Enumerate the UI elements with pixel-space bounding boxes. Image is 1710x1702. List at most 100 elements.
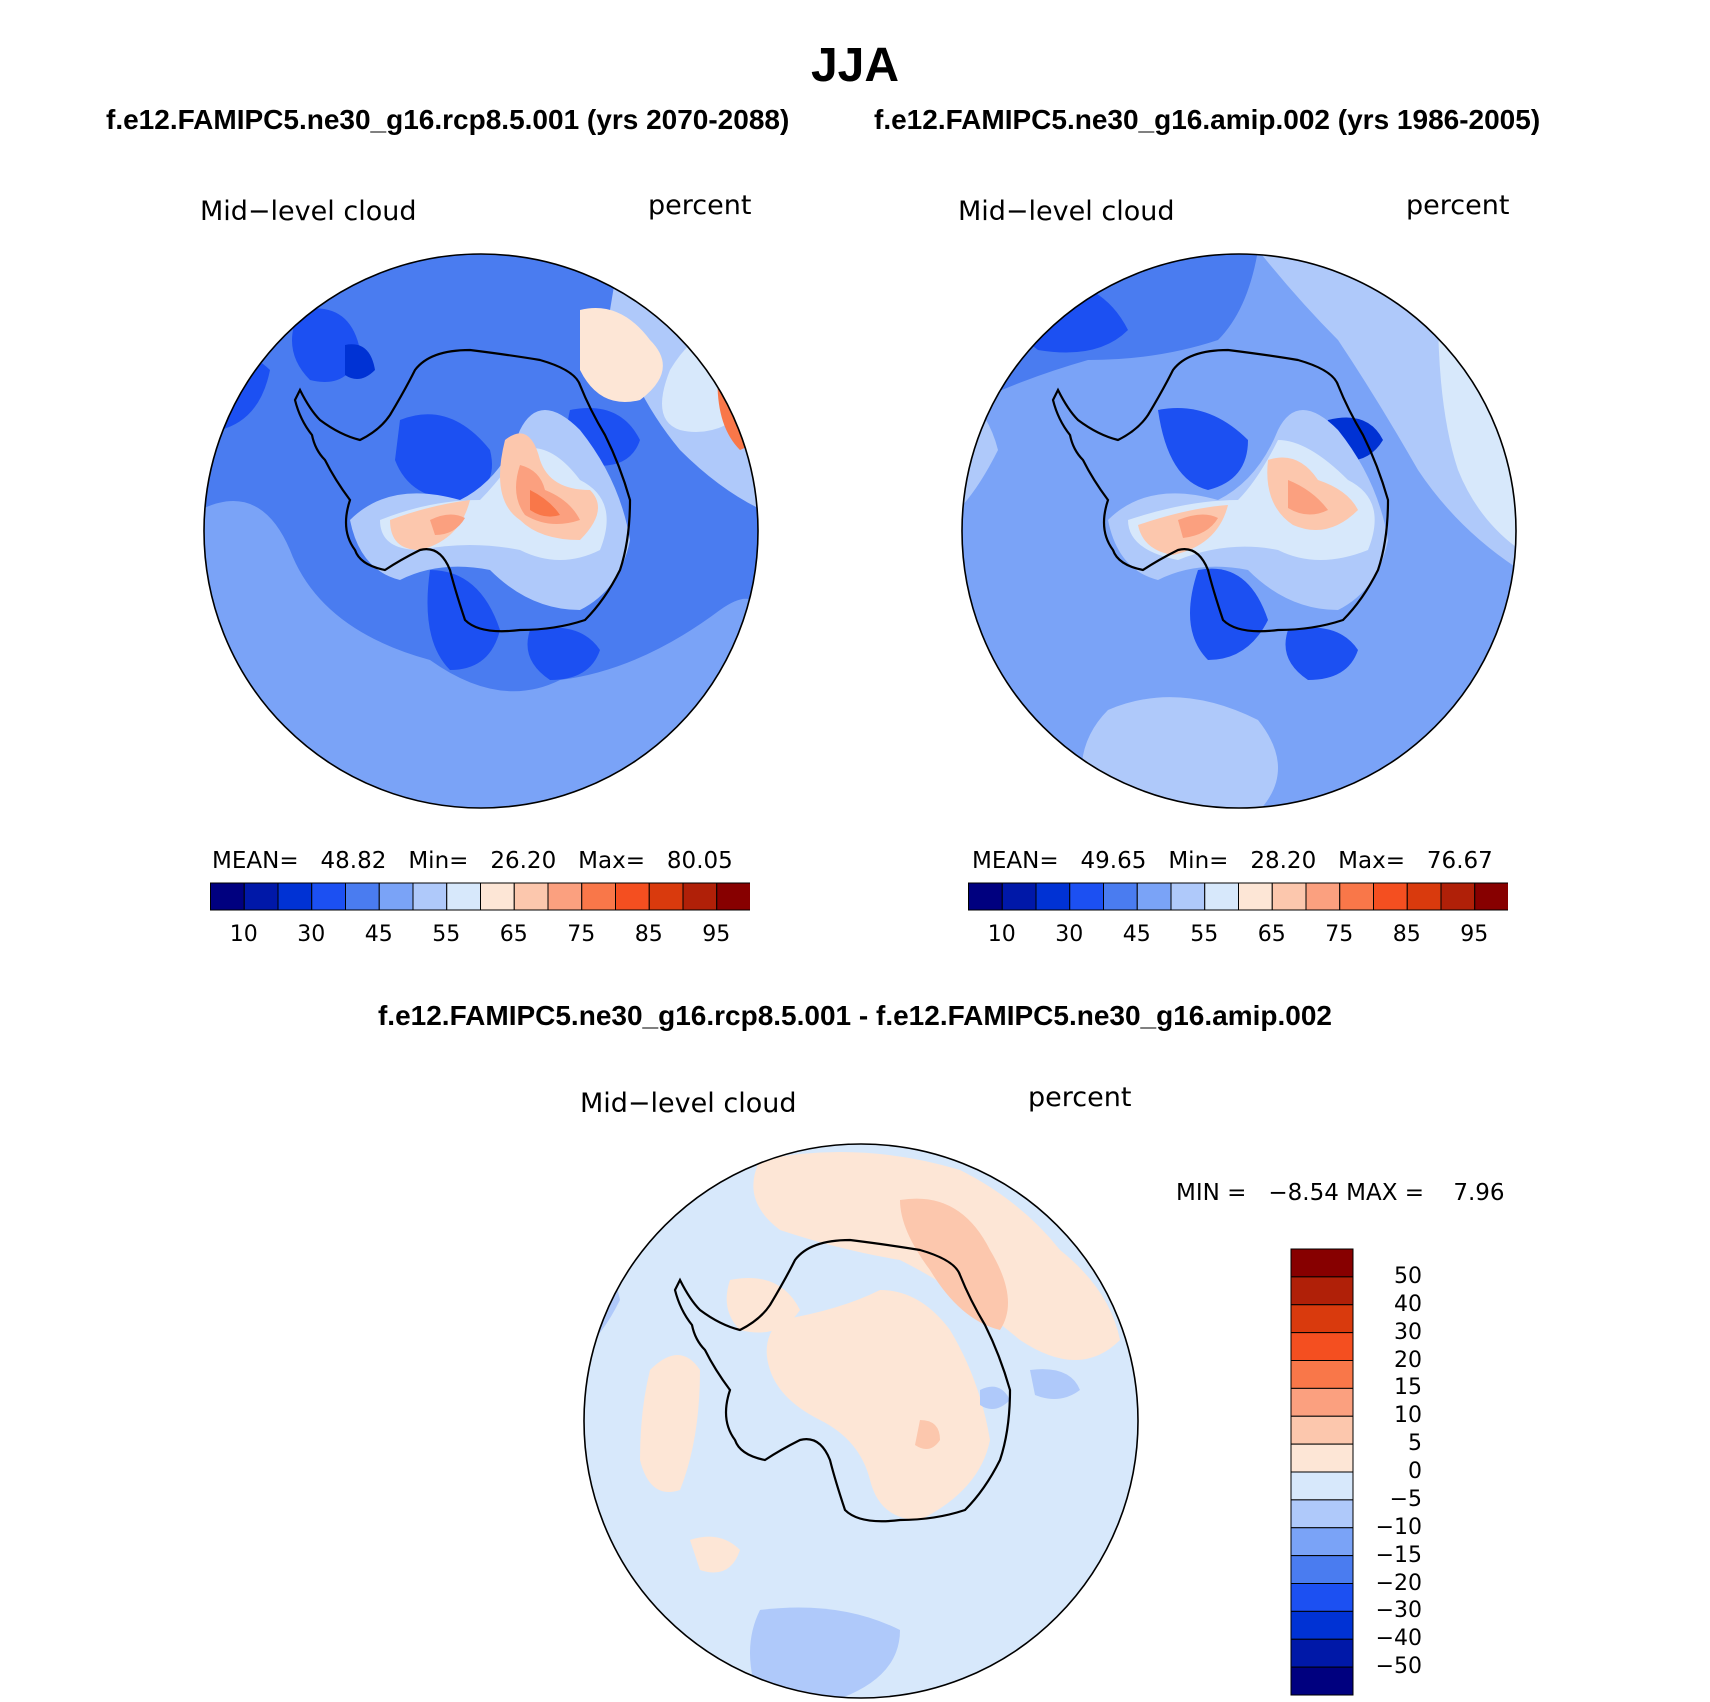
colorbar-tick-label: 50: [1394, 1263, 1422, 1289]
colorbar-swatch: [345, 882, 380, 911]
panel1-mean-value: 48.82: [320, 848, 387, 874]
panel1-min-value: 26.20: [490, 848, 557, 874]
colorbar-swatch: [378, 882, 414, 911]
colorbar-tick-label: −10: [1375, 1514, 1422, 1540]
panel1-variable-label: Mid−level cloud: [200, 196, 417, 227]
figure-title: JJA: [810, 39, 900, 92]
panel2-max-value: 76.67: [1426, 848, 1493, 874]
panel2-max-label: Max=: [1338, 848, 1405, 874]
colorbar-tick-label: 65: [499, 922, 528, 947]
colorbar-swatch: [547, 882, 583, 911]
colorbar-swatch: [1339, 882, 1374, 911]
colorbar-tick-label: −5: [1389, 1486, 1422, 1512]
colorbar-swatch: [682, 882, 718, 911]
colorbar-tick-label: 45: [364, 922, 393, 947]
panel2-mean-label: MEAN=: [972, 848, 1059, 874]
panel3-variable-label: Mid−level cloud: [580, 1088, 797, 1119]
colorbar-swatch: [1290, 1276, 1354, 1306]
colorbar-swatch: [1290, 1666, 1354, 1696]
panel2-colorbar: [968, 882, 1508, 911]
panel2-variable-label: Mid−level cloud: [958, 196, 1175, 227]
difference-title: f.e12.FAMIPC5.ne30_g16.rcp8.5.001 - f.e1…: [377, 1000, 1333, 1031]
colorbar-swatch: [1305, 882, 1341, 911]
colorbar-tick-label: 10: [1394, 1403, 1422, 1429]
colorbar-tick-label: 30: [1055, 922, 1084, 947]
colorbar-tick-label: 40: [1394, 1291, 1422, 1317]
colorbar-tick-label: 85: [634, 922, 663, 947]
colorbar-swatch: [648, 882, 684, 911]
panel1-min-label: Min=: [408, 848, 469, 874]
colorbar-swatch: [1290, 1610, 1354, 1640]
difference-colorbar-labels: 50 40 30 20 15 10 5 0 −5 −10 −15 −20 −30 −40 −50: [1362, 1248, 1442, 1696]
colorbar-swatch: [1204, 882, 1239, 911]
colorbar-swatch: [1406, 882, 1442, 911]
colorbar-tick-label: 85: [1392, 922, 1421, 947]
panel1-stats: MEAN= 48.82 Min= 26.20 Max= 80.05: [212, 848, 733, 874]
case1-title: f.e12.FAMIPC5.ne30_g16.rcp8.5.001 (yrs 2…: [106, 104, 790, 135]
difference-colorbar: [1290, 1248, 1354, 1696]
colorbar-swatch: [1271, 882, 1307, 911]
colorbar-swatch: [1001, 882, 1037, 911]
colorbar-swatch: [1474, 882, 1508, 911]
colorbar-swatch: [1136, 882, 1172, 911]
panel1-max-value: 80.05: [666, 848, 733, 874]
colorbar-swatch: [1035, 882, 1071, 911]
colorbar-swatch: [1069, 882, 1104, 911]
colorbar-swatch: [1290, 1555, 1354, 1585]
colorbar-swatch: [1290, 1332, 1354, 1362]
colorbar-swatch: [1290, 1387, 1354, 1417]
colorbar-tick-label: −20: [1375, 1570, 1422, 1596]
colorbar-swatch: [968, 882, 1003, 911]
colorbar-tick-label: −40: [1375, 1626, 1422, 1652]
colorbar-tick-label: 20: [1394, 1347, 1422, 1373]
colorbar-swatch: [412, 882, 448, 911]
colorbar-swatch: [1238, 882, 1273, 911]
panel1-colorbar: [210, 882, 750, 911]
panel3-difference-map: [583, 1143, 1139, 1699]
colorbar-tick-label: 5: [1408, 1431, 1422, 1457]
colorbar-swatch: [210, 882, 245, 911]
colorbar-tick-label: 55: [1190, 922, 1219, 947]
panel2-stats: MEAN= 49.65 Min= 28.20 Max= 76.67: [972, 848, 1493, 874]
panel2-units-label: percent: [1406, 190, 1510, 221]
colorbar-swatch: [1290, 1443, 1354, 1473]
colorbar-tick-label: 75: [567, 922, 596, 947]
colorbar-swatch: [1290, 1499, 1354, 1529]
colorbar-swatch: [513, 882, 549, 911]
colorbar-tick-label: 95: [702, 922, 731, 947]
colorbar-tick-label: 65: [1257, 922, 1286, 947]
panel3-stats: MIN = −8.54 MAX = 7.96: [1176, 1180, 1505, 1206]
colorbar-swatch: [1290, 1360, 1354, 1389]
colorbar-tick-label: 30: [297, 922, 326, 947]
colorbar-tick-label: −15: [1375, 1542, 1422, 1568]
colorbar-swatch: [1290, 1415, 1354, 1445]
panel3-max-value: 7.96: [1453, 1180, 1505, 1206]
colorbar-swatch: [480, 882, 515, 911]
colorbar-swatch: [1373, 882, 1408, 911]
colorbar-swatch: [1290, 1471, 1354, 1501]
colorbar-swatch: [716, 882, 750, 911]
panel2-mean-value: 49.65: [1080, 848, 1147, 874]
panel1-mean-label: MEAN=: [212, 848, 299, 874]
colorbar-swatch: [615, 882, 650, 911]
panel1-units-label: percent: [648, 190, 752, 221]
colorbar-swatch: [581, 882, 616, 911]
panel2-colorbar-labels: 10 30 45 55 65 75 85 95: [968, 922, 1508, 952]
colorbar-tick-label: 95: [1460, 922, 1489, 947]
colorbar-swatch: [311, 882, 346, 911]
colorbar-swatch: [446, 882, 481, 911]
colorbar-tick-label: 10: [987, 922, 1016, 947]
colorbar-tick-label: 10: [229, 922, 258, 947]
colorbar-swatch: [1170, 882, 1206, 911]
colorbar-tick-label: 15: [1394, 1375, 1422, 1401]
colorbar-tick-label: 30: [1394, 1319, 1422, 1345]
panel3-units-label: percent: [1028, 1082, 1132, 1113]
panel3-min-label: MIN =: [1176, 1180, 1247, 1206]
colorbar-tick-label: 45: [1122, 922, 1151, 947]
colorbar-tick-label: −30: [1375, 1598, 1422, 1624]
colorbar-tick-label: 55: [432, 922, 461, 947]
panel1-colorbar-labels: 10 30 45 55 65 75 85 95: [210, 922, 750, 952]
colorbar-swatch: [1290, 1248, 1354, 1278]
panel2-min-value: 28.20: [1250, 848, 1317, 874]
panel1-max-label: Max=: [578, 848, 645, 874]
